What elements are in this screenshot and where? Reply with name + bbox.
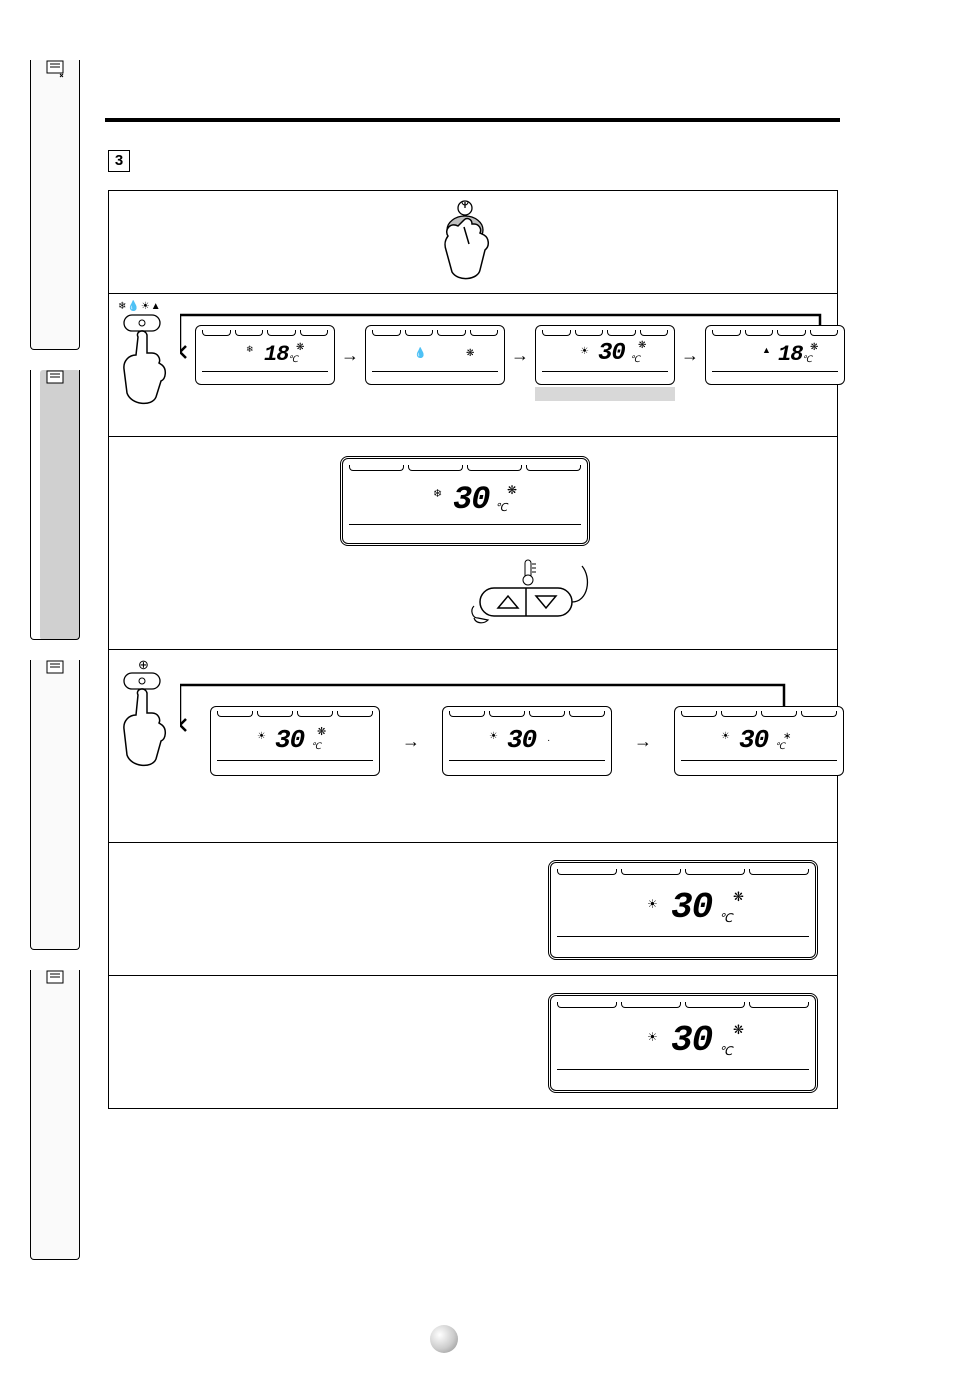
mode-icon: ☀ [580,346,589,357]
lcd-temp: 30 [671,1020,712,1061]
mode-button-press [118,313,178,408]
mode-icon: ❄ [433,487,442,500]
fan-icon: ❋ [507,483,517,497]
lcd-temp: 30 [453,481,489,518]
lcd-temp: 30 [598,340,625,367]
lcd-temp: 30 [275,725,304,755]
fan-icon: · [547,735,550,746]
fan-button-press [118,671,178,771]
step-number: 3 [115,152,123,169]
main-table: ❄💧☀▲ ❄ 18 [108,190,838,1109]
lcd-mode-1: 💧 ❋ [365,325,505,385]
lcd-fan-2: ☀ 30 ℃ ∗ [674,706,844,776]
side-tab-3 [30,660,80,950]
page-number-circle [430,1325,458,1353]
row-fan-cycle: ⊕ ☀ 30 ℃ ❋ [110,651,836,841]
lcd-temp: 18 [264,342,288,367]
lcd-unit: ℃ [802,354,812,365]
mode-icon: ☀ [647,897,658,911]
arrow-icon: → [511,345,529,366]
arrow-icon: → [681,345,699,366]
mode-icon: ❄ [246,344,254,355]
row-confirm-1: ☀ 30 ℃ ❋ [110,844,836,974]
mode-icon: ☀ [257,731,266,742]
side-tab-1 [30,60,80,350]
lcd-confirm-2: ☀ 30 ℃ ❋ [548,993,818,1093]
lcd-fan-0: ☀ 30 ℃ ❋ [210,706,380,776]
fan-icon: ❋ [317,725,326,738]
arrow-icon: → [341,345,359,366]
step-number-box: 3 [108,150,130,172]
lcd-temp: 30 [507,725,536,755]
lcd-unit: ℃ [495,501,507,514]
row-mode-cycle: ❄💧☀▲ ❄ 18 [110,295,836,435]
fan-icon: ❋ [296,342,304,353]
lcd-temp: 18 [778,342,802,367]
row-power [110,192,836,292]
mode-icons-label: ❄💧☀▲ [118,301,162,312]
fan-icon: ❋ [466,348,474,359]
lcd-unit: ℃ [311,741,321,752]
lcd-mode-3: ▲ 18 ℃ ❋ [705,325,845,385]
power-button-icon [440,200,510,285]
lcd-temp: 30 [671,887,712,928]
mode-icon: ☀ [489,731,498,742]
fan-icon: ❋ [638,340,646,351]
page: 3 ❄💧☀▲ [0,0,954,1399]
arrow-icon: → [402,731,420,752]
lcd-unit: ℃ [719,1044,732,1058]
mode-cycle-panels: ❄ 18 ℃ ❋ → 💧 ❋ → [195,325,845,385]
lcd-mode-0: ❄ 18 ℃ ❋ [195,325,335,385]
lcd-mode-2-wrap: ☀ 30 ℃ ❋ [535,325,675,385]
lcd-unit: ℃ [630,354,640,365]
fan-icon: ∗ [783,731,791,742]
mode-icon: 💧 [414,348,426,359]
side-tab-4 [30,970,80,1260]
fan-icon: ❋ [733,1022,744,1038]
lcd-unit: ℃ [775,741,785,752]
title-rule [105,118,840,122]
fan-icon: ❋ [733,889,744,905]
side-tab-2 [30,370,80,640]
mode-icon: ☀ [721,731,730,742]
lcd-temp-big: ❄ 30 ℃ ❋ [340,456,590,546]
lcd-unit: ℃ [719,911,732,925]
lcd-mode-2: ☀ 30 ℃ ❋ [535,325,675,385]
highlight-bar [535,387,675,401]
temp-updown-button [470,558,600,628]
fan-icon: ❋ [810,342,818,353]
row-temp-adjust: ❄ 30 ℃ ❋ [110,438,836,648]
lcd-unit: ℃ [288,354,298,365]
lcd-confirm-1: ☀ 30 ℃ ❋ [548,860,818,960]
lcd-fan-1: ☀ 30 · [442,706,612,776]
lcd-temp: 30 [739,725,768,755]
arrow-icon: → [634,731,652,752]
fan-cycle-panels: ☀ 30 ℃ ❋ → ☀ 30 · → [210,706,844,776]
row-confirm-2: ☀ 30 ℃ ❋ [110,977,836,1107]
mode-icon: ▲ [762,345,771,355]
mode-icon: ☀ [647,1030,658,1044]
